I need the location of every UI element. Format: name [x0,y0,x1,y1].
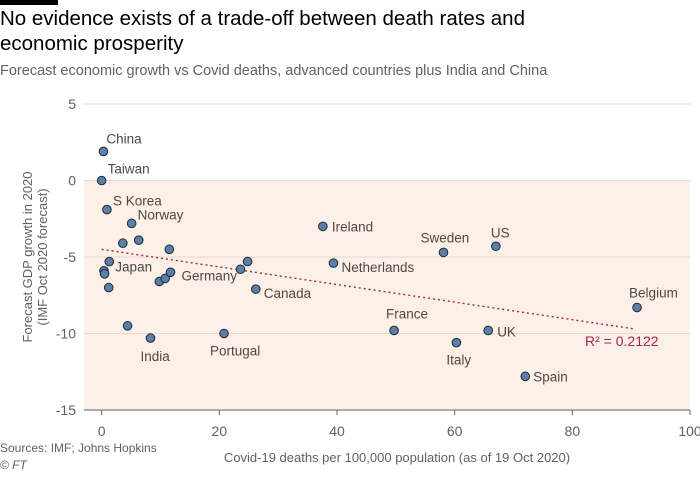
point-label: Spain [533,369,568,384]
y-tick-label: -5 [64,249,77,265]
point-label: Germany [181,268,237,283]
data-point [520,371,531,382]
x-tick-label: 20 [212,423,228,439]
data-point [160,273,170,284]
data-point [491,241,501,252]
point-label: Belgium [629,285,678,300]
y-tick-label: -15 [56,402,76,418]
point-label: S Korea [113,194,162,209]
point-label: Japan [115,260,152,275]
x-tick-label: 0 [98,423,106,439]
data-point [126,218,137,229]
data-point [133,235,144,245]
data-point [483,325,493,336]
data-point [389,325,399,336]
data-point [99,269,110,279]
data-point [103,282,114,293]
point-label: Sweden [420,230,469,245]
data-point [451,337,462,348]
y-axis-title-line2: (IMF Oct 2020 forecast) [35,188,50,325]
data-point [98,146,109,157]
data-point [118,238,128,249]
copyright-note: © FT [0,458,27,472]
y-axis-title-line1: Forecast GDP growth in 2020 [20,171,35,342]
y-tick-label: 5 [68,96,76,112]
point-label: Ireland [332,219,373,234]
point-label: UK [497,324,516,339]
point-label: Netherlands [341,260,414,275]
point-label: Portugal [210,344,260,359]
data-point [438,247,449,258]
x-tick-label: 100 [678,423,700,439]
x-axis-title: Covid-19 deaths per 100,000 population (… [224,450,570,465]
data-point [122,321,133,331]
y-tick-label: -10 [56,326,76,342]
x-tick-label: 60 [447,423,463,439]
point-label: Italy [446,353,471,368]
data-point [165,267,176,278]
negative-growth-region [84,180,690,410]
y-tick-label: 0 [68,173,76,189]
data-point [164,244,175,255]
point-label: Norway [138,207,184,222]
data-point [328,258,339,268]
point-label: France [386,306,428,321]
data-point [318,221,328,232]
x-tick-label: 40 [329,423,345,439]
data-point [102,204,112,215]
data-point [632,302,642,313]
data-point [235,264,246,275]
x-tick-label: 80 [565,423,581,439]
data-point [104,256,115,267]
data-point [250,284,261,294]
data-point [242,256,253,267]
title-accent-bar [0,0,58,5]
source-note: Sources: IMF; Johns Hopkins [0,441,157,455]
chart-subtitle: Forecast economic growth vs Covid deaths… [0,63,548,79]
r-squared-label: R² = 0.2122 [585,333,659,349]
data-point [145,333,156,343]
point-label: Canada [264,286,312,301]
point-label: China [106,131,142,146]
data-point [219,328,229,339]
point-label: India [140,349,170,364]
point-label: US [491,225,510,240]
chart-title: No evidence exists of a trade-off betwee… [0,7,525,55]
data-point [96,175,107,186]
point-label: Taiwan [108,162,150,177]
